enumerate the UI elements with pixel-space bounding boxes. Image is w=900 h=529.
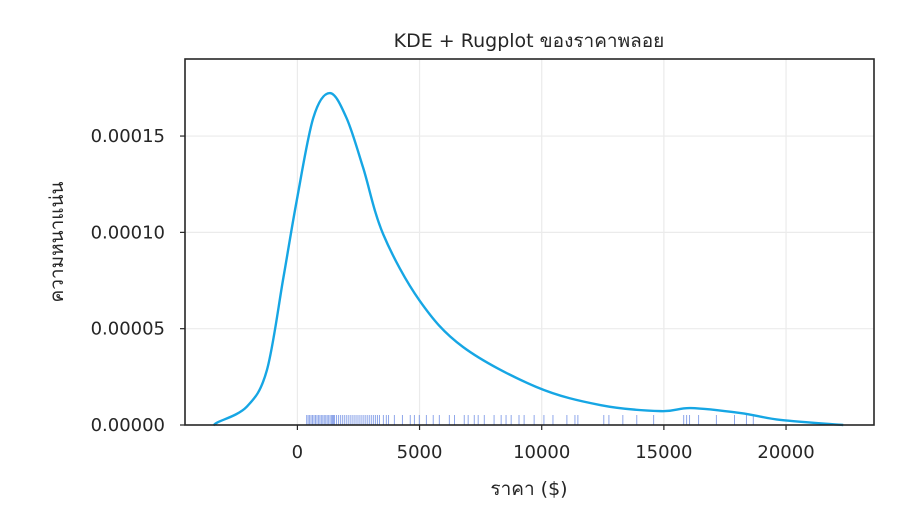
x-tick-label: 15000 — [635, 442, 692, 463]
y-tick-label: 0.00000 — [91, 415, 165, 436]
y-tick-label: 0.00005 — [91, 319, 165, 340]
plot-frame — [184, 58, 875, 426]
x-tick-label: 0 — [292, 442, 303, 463]
y-axis-label: ความหนาแน่น — [46, 182, 68, 303]
y-tick-label: 0.00015 — [91, 126, 165, 147]
chart-title: KDE + Rugplot ของราคาพลอย — [394, 30, 665, 52]
axis-ticks: 0 5000 10000 15000 20000 0.00000 0.00005 0.0001… — [91, 126, 815, 463]
x-tick-label: 10000 — [513, 442, 570, 463]
x-tick-label: 20000 — [757, 442, 814, 463]
x-tick-label: 5000 — [397, 442, 443, 463]
kde-line — [213, 91, 844, 427]
grid — [185, 59, 874, 425]
rug-marks — [306, 415, 754, 425]
x-axis-label: ราคา ($) — [490, 478, 567, 500]
y-tick-label: 0.00010 — [91, 222, 165, 243]
